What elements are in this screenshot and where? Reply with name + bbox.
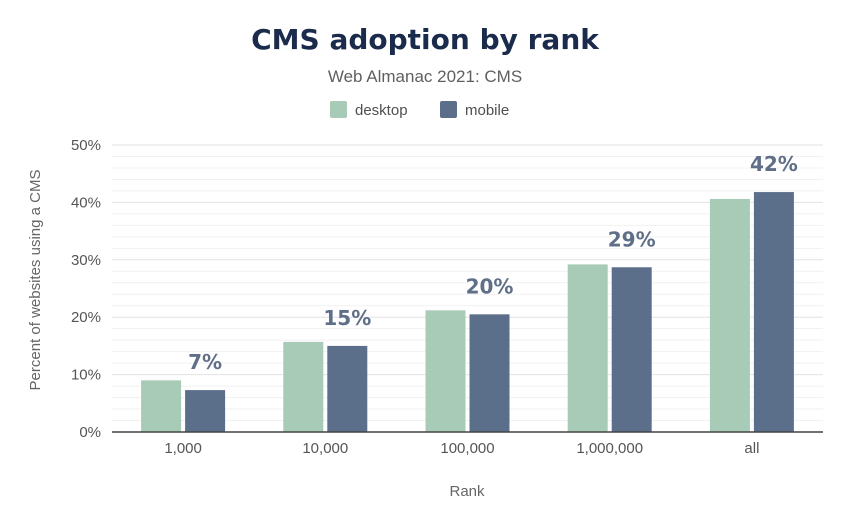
x-tick-label: all — [744, 440, 759, 457]
y-axis-title: Percent of websites using a CMS — [27, 170, 44, 391]
bar-desktop — [567, 264, 608, 432]
gridlines — [112, 144, 823, 422]
y-tick-label: 50% — [71, 137, 101, 154]
legend: desktop mobile — [330, 101, 509, 119]
data-label: 7% — [188, 350, 222, 374]
bar-desktop — [709, 198, 750, 432]
bar-mobile — [327, 345, 368, 432]
x-axis-title: Rank — [449, 483, 485, 500]
data-label: 42% — [750, 152, 798, 176]
chart-subtitle: Web Almanac 2021: CMS — [328, 67, 522, 86]
y-tick-label: 0% — [79, 424, 101, 441]
bars — [141, 192, 794, 432]
bar-mobile — [469, 314, 510, 432]
x-axis-ticks: 1,000 10,000 100,000 1,000,000 all — [164, 440, 759, 457]
data-label: 20% — [466, 274, 514, 298]
bar-mobile — [611, 267, 652, 432]
legend-label-mobile: mobile — [465, 102, 509, 119]
bar-desktop — [141, 380, 182, 432]
y-tick-label: 20% — [71, 309, 101, 326]
data-label: 15% — [323, 306, 371, 330]
x-tick-label: 1,000,000 — [576, 440, 643, 457]
data-labels: 7% 15% 20% 29% 42% — [188, 152, 798, 374]
chart-title: CMS adoption by rank — [251, 23, 600, 56]
bar-mobile — [753, 192, 794, 432]
x-tick-label: 1,000 — [164, 440, 202, 457]
x-tick-label: 100,000 — [440, 440, 494, 457]
y-tick-label: 30% — [71, 252, 101, 269]
data-label: 29% — [608, 227, 656, 251]
legend-label-desktop: desktop — [355, 102, 408, 119]
y-tick-label: 40% — [71, 194, 101, 211]
legend-swatch-mobile — [440, 101, 457, 118]
bar-mobile — [185, 390, 226, 432]
y-axis-ticks: 0% 10% 20% 30% 40% 50% — [71, 137, 101, 441]
bar-desktop — [283, 341, 324, 432]
y-tick-label: 10% — [71, 367, 101, 384]
x-tick-label: 10,000 — [302, 440, 348, 457]
legend-swatch-desktop — [330, 101, 347, 118]
bar-desktop — [425, 310, 466, 432]
